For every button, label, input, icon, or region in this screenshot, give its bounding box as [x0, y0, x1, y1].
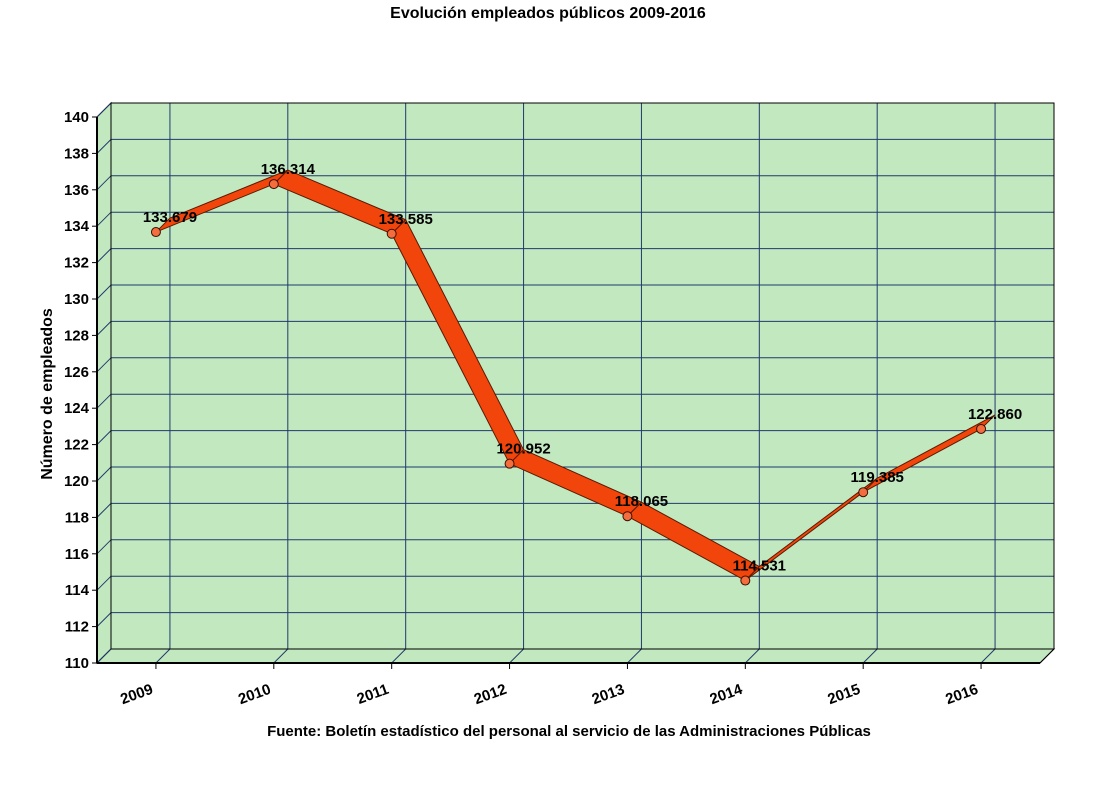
grid-line-side: [96, 357, 112, 373]
x-tick-label: 2016: [943, 681, 980, 708]
y-tick-label: 124: [64, 400, 90, 417]
plot-back-border: [110, 102, 1055, 650]
grid-line-side: [96, 102, 112, 118]
data-point: [386, 228, 397, 239]
y-tick-label: 126: [64, 364, 89, 381]
grid-line-floor: [744, 648, 760, 664]
source-caption: Fuente: Boletín estadístico del personal…: [267, 723, 871, 740]
grid-line-side: [96, 175, 112, 191]
data-label: 122.860: [968, 406, 1022, 423]
plot-back-wall: [111, 103, 1054, 649]
data-point: [622, 511, 633, 522]
x-tick-label: 2014: [708, 681, 746, 709]
grid-line-floor: [862, 648, 878, 664]
y-tick-label: 128: [64, 327, 89, 344]
data-label: 119.385: [850, 469, 903, 486]
y-tick-label: 136: [64, 182, 89, 199]
y-tick-label: 138: [64, 145, 89, 162]
plot-floor-edge: [1039, 648, 1055, 664]
y-tick-label: 116: [65, 546, 89, 563]
y-tick-label: 120: [64, 473, 89, 490]
data-point: [976, 423, 987, 434]
grid-line-side: [96, 139, 112, 154]
y-tick-label: 132: [64, 255, 89, 272]
data-point: [268, 179, 279, 190]
y-tick-label: 140: [64, 109, 89, 126]
y-tick-label: 110: [65, 655, 89, 672]
y-tick-label: 122: [64, 437, 89, 454]
data-label: 120.952: [496, 441, 550, 458]
grid-line-side: [96, 648, 112, 664]
grid-line-side: [96, 612, 112, 627]
grid-line-side: [96, 575, 112, 591]
grid-line-side: [96, 284, 112, 300]
x-tick-label: 2010: [236, 681, 273, 708]
y-tick-label: 130: [64, 291, 89, 308]
grid-line-side: [96, 539, 112, 555]
data-label: 114.531: [733, 558, 786, 575]
data-point: [858, 487, 869, 498]
x-tick-label: 2011: [355, 681, 391, 708]
y-tick-label: 134: [64, 218, 90, 235]
data-label: 133.679: [143, 209, 197, 226]
grid-line-side: [96, 248, 112, 263]
x-tick-label: 2013: [590, 681, 627, 708]
data-label: 136.314: [261, 161, 316, 178]
grid-line-side: [96, 503, 112, 518]
grid-line-side: [96, 321, 112, 336]
data-point: [150, 227, 161, 238]
chart-title: Evolución empleados públicos 2009-2016: [390, 5, 706, 22]
grid-line-side: [96, 393, 112, 409]
x-tick-label: 2012: [472, 681, 509, 708]
data-label: 118.065: [615, 493, 668, 510]
grid-line-side: [96, 430, 112, 445]
y-tick-label: 112: [65, 619, 89, 636]
x-tick-label: 2009: [118, 681, 155, 708]
grid-line-floor: [273, 648, 289, 664]
x-tick-label: 2015: [825, 681, 862, 708]
grid-line-side: [96, 211, 112, 227]
data-label: 133.585: [379, 211, 433, 228]
grid-line-floor: [509, 648, 524, 664]
y-tick-label: 114: [65, 582, 90, 599]
grid-line-floor: [155, 648, 171, 664]
data-point: [504, 458, 515, 469]
plot-area: 110 112 114 116 118 120 122 124 126 128 130 132 134 1…: [64, 101, 1056, 709]
data-point: [740, 575, 751, 586]
grid-line-side: [96, 466, 112, 482]
plot-floor: [95, 648, 1056, 664]
y-tick-label: 118: [65, 509, 89, 526]
grid-line-floor: [627, 648, 642, 664]
grid-line-floor: [391, 648, 407, 664]
y-axis-label: Número de empleados: [39, 308, 56, 480]
series-ribbon-segment: [862, 414, 996, 493]
grid-line-floor: [980, 648, 996, 664]
